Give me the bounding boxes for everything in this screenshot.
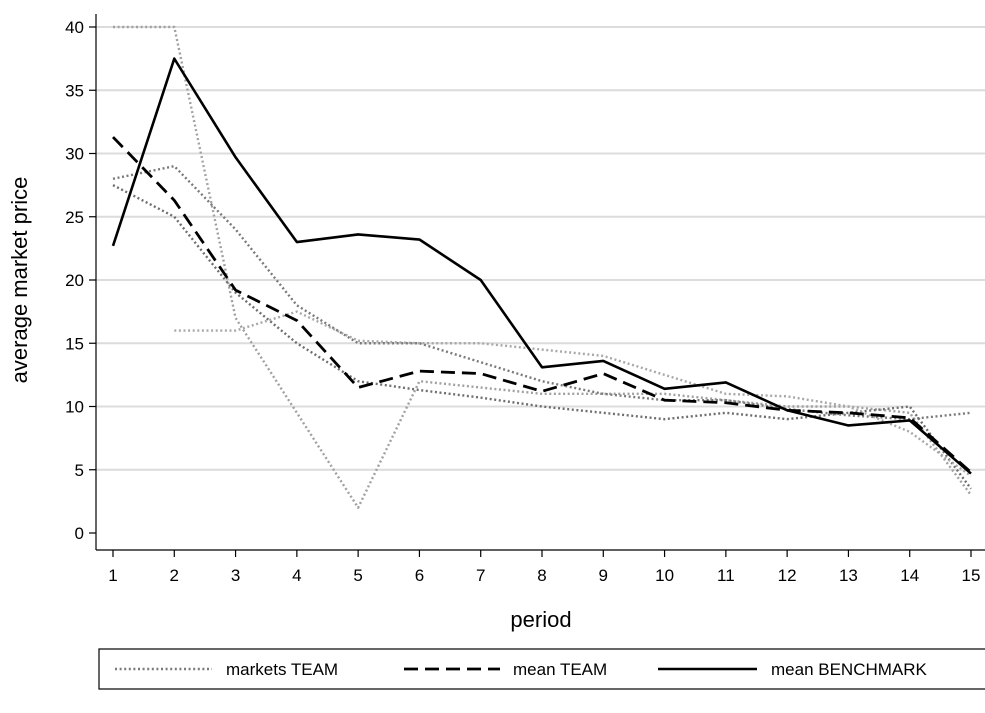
y-tick-label: 35 — [65, 81, 84, 100]
x-tick-label: 9 — [599, 566, 608, 585]
series-line-6 — [111, 57, 972, 475]
series-line-1 — [113, 25, 972, 509]
x-tick-label: 1 — [108, 566, 117, 585]
series-line-2 — [112, 164, 972, 421]
legend-label: markets TEAM — [226, 660, 338, 679]
grid-lines — [96, 26, 985, 471]
x-tick-label: 11 — [717, 566, 735, 585]
legend: markets TEAM mean TEAM mean BENCHMARK — [98, 648, 985, 690]
x-tick-label: 8 — [537, 566, 546, 585]
x-tick-label: 5 — [353, 566, 362, 585]
y-tick-label: 20 — [65, 271, 84, 290]
y-axis-title: average market price — [7, 177, 32, 384]
x-tick-label: 15 — [962, 566, 981, 585]
legend-box — [98, 648, 985, 690]
y-tick-label: 25 — [65, 208, 84, 227]
y-tick-label: 30 — [65, 145, 84, 164]
x-tick-label: 2 — [170, 566, 179, 585]
x-tick-label: 7 — [476, 566, 485, 585]
x-tick-label: 10 — [655, 566, 674, 585]
x-tick-label: 4 — [292, 566, 301, 585]
y-tick-label: 40 — [65, 18, 84, 37]
series-line-5 — [111, 136, 972, 474]
x-tick-label: 3 — [231, 566, 240, 585]
legend-label: mean TEAM — [513, 660, 607, 679]
y-tick-label: 10 — [65, 398, 84, 417]
x-tick-label: 6 — [415, 566, 424, 585]
x-axis-title: period — [510, 607, 571, 632]
y-tick-label: 15 — [65, 334, 84, 353]
x-tick-label: 14 — [900, 566, 919, 585]
x-tick-label: 12 — [778, 566, 797, 585]
series-line-3 — [112, 184, 972, 490]
y-tick-label: 5 — [75, 461, 84, 480]
x-tick-label: 13 — [839, 566, 858, 585]
series-layer — [111, 25, 972, 509]
y-tick-label: 0 — [75, 524, 84, 543]
legend-label: mean BENCHMARK — [771, 660, 928, 679]
